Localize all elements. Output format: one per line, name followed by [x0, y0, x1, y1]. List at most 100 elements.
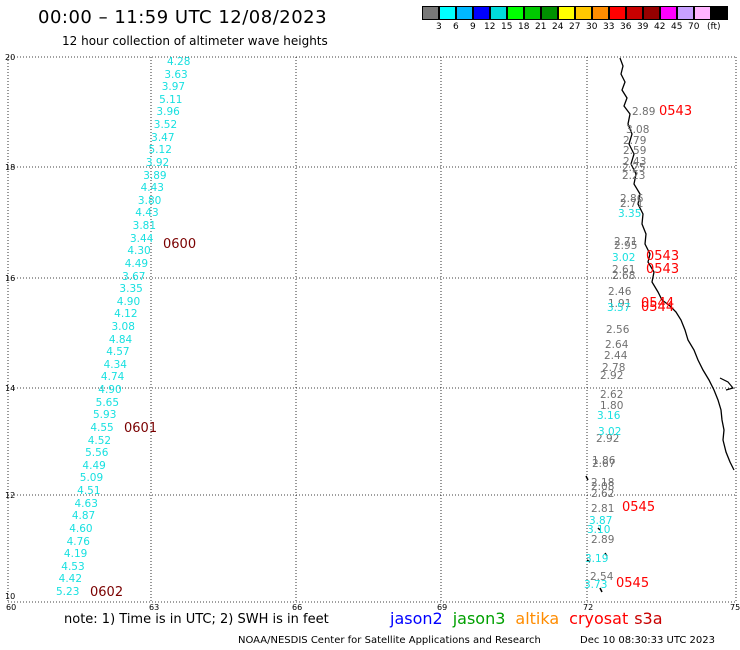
wave-height-value: 4.74 [100, 371, 125, 384]
legend-label: 15 [501, 22, 513, 32]
wave-height-value: 4.57 [106, 346, 130, 359]
wave-height-value: 2.43 [623, 156, 647, 168]
wave-height-value: 2.89 [632, 106, 656, 118]
legend-label: 24 [552, 22, 564, 32]
wave-height-value: 3.16 [597, 410, 621, 422]
legend-swatch [473, 6, 490, 20]
y-tick-label: 14 [5, 384, 16, 393]
legend-swatch [558, 6, 575, 20]
y-tick-label: 16 [5, 274, 16, 283]
legend-swatch [711, 6, 728, 20]
wave-height-value: 3.73 [584, 579, 608, 591]
wave-height-value: 2.78 [602, 362, 626, 374]
wave-height-value: 3.35 [119, 283, 143, 296]
legend-swatch [694, 6, 711, 20]
wave-height-value: 4.51 [77, 485, 101, 498]
wave-height-value: 2.68 [612, 270, 636, 282]
wave-height-value: 2.64 [605, 339, 629, 351]
wave-height-value: 4.87 [71, 510, 96, 523]
wave-height-value: 5.23 [56, 586, 80, 598]
legend-swatch [575, 6, 592, 20]
legend-swatch [643, 6, 660, 20]
wave-height-value: 4.12 [114, 308, 138, 321]
wave-height-value: 2.81 [591, 503, 615, 515]
wave-height-value: 2.44 [604, 350, 628, 362]
wave-height-value: 2.59 [623, 145, 647, 157]
wave-height-value: 5.11 [159, 93, 183, 106]
x-tick-label: 69 [437, 603, 448, 612]
pass-time-label: 0543 [659, 104, 693, 119]
wave-height-value: 5.65 [95, 396, 120, 409]
wave-height-value: 2.61 [612, 264, 636, 276]
wave-height-value: 2.95 [614, 240, 638, 252]
wave-height-value: 2.71 [614, 236, 638, 248]
pass-time-label: 0600 [163, 237, 197, 252]
legend-swatch [609, 6, 626, 20]
wave-height-value: 2.08 [591, 481, 615, 493]
coastline [619, 57, 735, 471]
legend-swatch [490, 6, 507, 20]
legend-swatch [626, 6, 643, 20]
legend-swatch [422, 6, 439, 20]
satellite-label-jason3: jason3 [452, 609, 506, 628]
x-tick-label: 66 [292, 603, 303, 612]
x-tick-label: 63 [149, 603, 160, 612]
legend-swatch [524, 6, 541, 20]
wave-height-value: 4.63 [74, 497, 98, 510]
wave-height-value: 2.89 [591, 534, 615, 546]
legend-label: 9 [470, 22, 476, 32]
pass-time-label: 0544 [641, 300, 675, 315]
wave-height-value: 3.08 [111, 321, 135, 333]
wave-height-value: 2.46 [608, 286, 632, 298]
wave-height-value: 3.47 [151, 131, 175, 144]
wave-height-value: 5.56 [85, 447, 109, 460]
generated-timestamp: Dec 10 08:30:33 UTC 2023 [580, 635, 715, 646]
satellite-label-cryosat: cryosat [569, 609, 629, 628]
wave-height-value: 2.54 [590, 571, 614, 583]
wave-height-value: 3.92 [145, 156, 170, 169]
x-tick-label: 60 [6, 603, 17, 612]
coastline-islands [585, 475, 608, 593]
credit-line: NOAA/NESDIS Center for Satellite Applica… [238, 635, 541, 646]
wave-height-value: 4.90 [116, 295, 141, 308]
wave-height-value: 2.86 [620, 193, 644, 205]
wave-height-value: 3.80 [137, 194, 162, 207]
wave-height-value: 3.02 [598, 426, 622, 438]
wave-height-value: 2.62 [600, 389, 624, 401]
wave-height-value: 2.67 [592, 458, 616, 470]
y-tick-label: 18 [5, 163, 16, 172]
wave-height-value: 3.10 [587, 524, 611, 536]
pass-time-label: 0601 [124, 421, 158, 436]
wave-height-value: 4.19 [63, 548, 88, 561]
wave-height-value: 3.89 [143, 169, 167, 182]
legend-swatch [592, 6, 609, 20]
wave-height-value: 4.42 [58, 573, 83, 586]
wave-height-value: 5.09 [79, 472, 104, 485]
legend-label: 30 [586, 22, 598, 32]
wave-height-value: 2.92 [600, 370, 624, 382]
wave-height-value: 4.28 [167, 56, 191, 68]
y-tick-label: 10 [5, 592, 16, 601]
wave-height-value: 3.08 [626, 124, 650, 136]
wave-height-value: 3.19 [585, 553, 609, 565]
wave-height-value: 3.96 [156, 106, 180, 119]
map-title: 00:00 – 11:59 UTC 12/08/2023 [38, 7, 328, 28]
wave-height-value: 3.57 [607, 302, 631, 314]
wave-height-value: 4.43 [140, 182, 164, 195]
wave-height-value: 1.86 [592, 455, 616, 467]
wave-height-value: 5.12 [148, 144, 172, 157]
legend-label: 70 [688, 22, 700, 32]
wave-height-value: 4.49 [124, 257, 149, 270]
wave-height-value: 2.79 [623, 135, 647, 147]
wave-height-value: 4.55 [90, 421, 114, 434]
wave-height-value: 2.92 [596, 433, 620, 445]
wave-height-value: 4.84 [108, 333, 133, 346]
wave-height-value: 5.93 [93, 409, 117, 422]
legend-label: 18 [518, 22, 530, 32]
wave-height-value: 2.25 [622, 162, 646, 174]
wave-height-value: 4.60 [69, 522, 93, 535]
legend-swatch [507, 6, 524, 20]
wave-height-value: 3.35 [618, 208, 642, 220]
footer-note: note: 1) Time is in UTC; 2) SWH is in fe… [64, 612, 329, 627]
legend-label: 21 [535, 22, 547, 32]
